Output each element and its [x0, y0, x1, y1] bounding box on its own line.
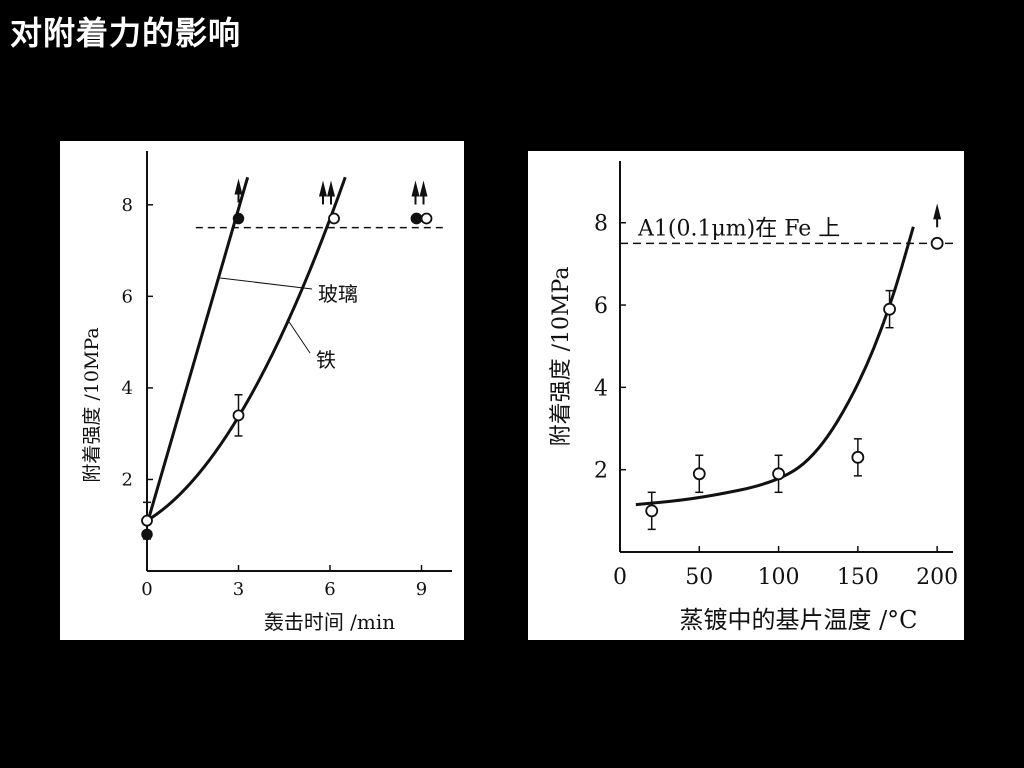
arrow-iron-2	[327, 180, 335, 197]
series-line-glass	[145, 176, 250, 525]
x-tick-label: 9	[416, 579, 427, 600]
x-tick-label: 150	[837, 565, 879, 590]
series-label-glass: 玻璃	[318, 282, 358, 306]
point-iron	[141, 514, 153, 527]
x-axis-label: 蒸镀中的基片温度 /°C	[679, 606, 917, 634]
y-tick-label: 6	[594, 294, 608, 319]
x-axis-label: 轰击时间 /min	[264, 610, 395, 634]
y-tick-label: 2	[594, 459, 608, 484]
y-tick-label: 8	[594, 212, 608, 237]
y-tick-label: 2	[122, 469, 133, 490]
x-tick-label: 0	[613, 565, 627, 590]
arrow-glass	[234, 178, 243, 195]
chart-bombardment-time: 0 3 6 9 2 4 6 8 轰击时间 /min 附着强度 /10MPa 玻璃铁	[81, 151, 452, 634]
data-point	[930, 236, 944, 250]
arrow-extra-1	[411, 180, 420, 197]
chart-substrate-temperature: 0 50 100 150 200 2 4 6 8 蒸镀中的基片温度 /°C 附着强度 /10MPa A…	[549, 161, 958, 634]
x-tick-label: 200	[916, 565, 958, 590]
leader-iron	[286, 318, 311, 354]
data-point	[772, 467, 785, 481]
point-glass	[232, 212, 245, 225]
chart-panel-left: 0 3 6 9 2 4 6 8 轰击时间 /min 附着强度 /10MPa 玻璃铁	[60, 141, 464, 640]
slide-title: 对附着力的影响	[10, 14, 242, 52]
x-tick-label: 0	[141, 579, 152, 600]
point-extra	[420, 212, 433, 225]
point-extra	[410, 212, 423, 225]
leader-glass	[220, 277, 313, 290]
y-axis-label: 附着强度 /10MPa	[81, 327, 103, 482]
y-axis-label: 附着强度 /10MPa	[549, 267, 574, 447]
data-point	[883, 302, 896, 316]
x-tick-label: 6	[324, 579, 335, 600]
series-line-iron	[146, 176, 347, 522]
data-point	[851, 450, 865, 464]
arrow-iron-1	[319, 180, 327, 197]
y-tick-label: 4	[594, 376, 608, 401]
x-tick-label: 50	[685, 565, 713, 590]
y-tick-label: 4	[122, 378, 133, 399]
point-iron	[328, 212, 340, 225]
arrow-point	[933, 203, 942, 220]
chart-panel-right: 0 50 100 150 200 2 4 6 8 蒸镀中的基片温度 /°C 附着强度 /10MPa A…	[528, 151, 964, 640]
annotation: A1(0.1μm)在 Fe 上	[637, 216, 840, 241]
data-point	[645, 504, 659, 518]
y-tick-label: 8	[122, 195, 133, 216]
data-point	[692, 467, 706, 481]
x-tick-label: 3	[233, 579, 244, 600]
point-glass	[141, 528, 153, 541]
arrow-extra-2	[419, 180, 428, 197]
fit-curve	[635, 226, 915, 507]
y-tick-label: 6	[122, 286, 133, 307]
series-label-iron: 铁	[316, 348, 336, 372]
x-tick-label: 100	[758, 565, 800, 590]
point-iron	[232, 409, 245, 422]
